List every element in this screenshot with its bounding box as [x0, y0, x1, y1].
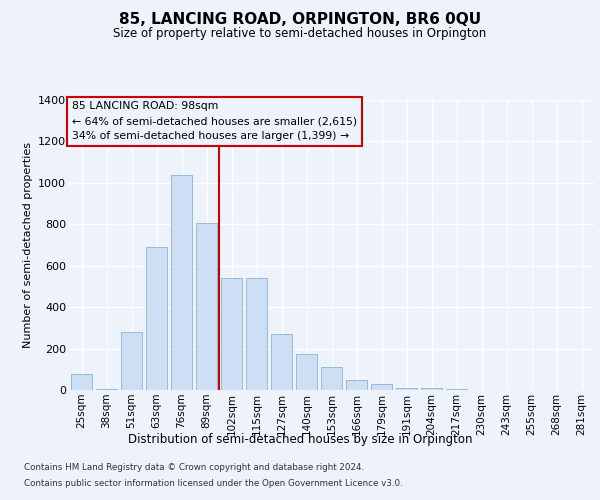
Bar — [371, 384, 392, 390]
Text: 85 LANCING ROAD: 98sqm
← 64% of semi-detached houses are smaller (2,615)
34% of : 85 LANCING ROAD: 98sqm ← 64% of semi-det… — [71, 102, 357, 141]
Bar — [346, 380, 367, 390]
Text: Contains HM Land Registry data © Crown copyright and database right 2024.: Contains HM Land Registry data © Crown c… — [24, 464, 364, 472]
Bar — [221, 278, 242, 390]
Bar — [96, 389, 117, 390]
Bar — [121, 332, 142, 390]
Y-axis label: Number of semi-detached properties: Number of semi-detached properties — [23, 142, 32, 348]
Bar — [396, 388, 417, 390]
Text: Size of property relative to semi-detached houses in Orpington: Size of property relative to semi-detach… — [113, 28, 487, 40]
Text: Contains public sector information licensed under the Open Government Licence v3: Contains public sector information licen… — [24, 478, 403, 488]
Text: 85, LANCING ROAD, ORPINGTON, BR6 0QU: 85, LANCING ROAD, ORPINGTON, BR6 0QU — [119, 12, 481, 28]
Bar — [321, 367, 342, 390]
Bar — [296, 354, 317, 390]
Bar — [71, 374, 92, 390]
Bar — [421, 388, 442, 390]
Bar — [446, 389, 467, 390]
Bar — [246, 278, 267, 390]
Bar — [171, 174, 192, 390]
Bar — [271, 334, 292, 390]
Bar — [146, 247, 167, 390]
Text: Distribution of semi-detached houses by size in Orpington: Distribution of semi-detached houses by … — [128, 432, 472, 446]
Bar — [196, 223, 217, 390]
